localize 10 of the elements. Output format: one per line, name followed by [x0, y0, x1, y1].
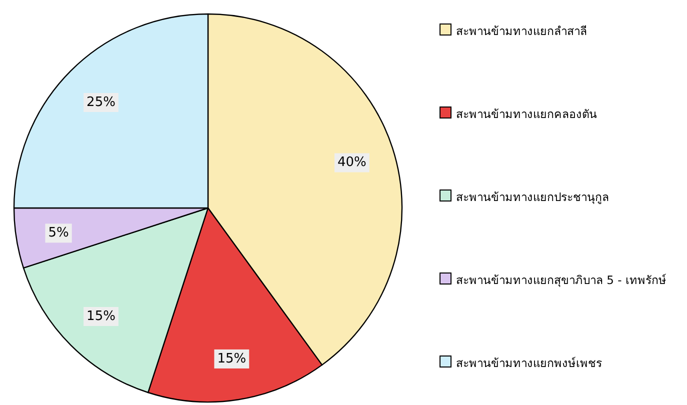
data-label: 5%: [48, 226, 69, 241]
legend-label: สะพานข้ามทางแยกคลองตัน: [456, 107, 597, 121]
legend-label: สะพานข้ามทางแยกประชานุกูล: [456, 190, 609, 204]
data-label: 15%: [86, 309, 116, 324]
legend-label: สะพานข้ามทางแยกพงษ์เพชร: [456, 356, 602, 370]
legend-label: สะพานข้ามทางแยกสุขาภิบาล 5 - เทพรักษ์: [456, 273, 666, 287]
data-label: 25%: [86, 95, 116, 110]
data-label: 15%: [217, 351, 246, 366]
data-label: 40%: [337, 155, 366, 170]
legend-label: สะพานข้ามทางแยกลำสาลี: [456, 24, 587, 38]
